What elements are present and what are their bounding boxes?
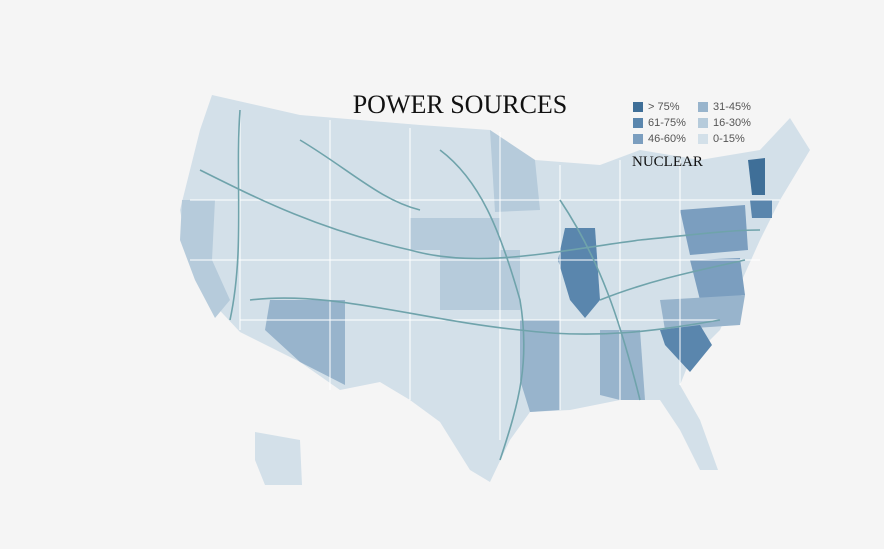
state-region (490, 130, 540, 212)
state-region (265, 300, 345, 385)
legend: > 75% 61-75% 46-60% 31-45% 16-30% 0-15% (633, 101, 751, 145)
legend-label: 0-15% (713, 133, 745, 145)
state-region (255, 432, 302, 485)
state-region (410, 218, 500, 250)
state-region (660, 325, 712, 372)
legend-swatch (633, 134, 643, 144)
state-region (748, 158, 765, 195)
transmission-line (199, 109, 761, 461)
legend-swatch (633, 102, 643, 112)
state-region (660, 295, 745, 330)
state-region (750, 200, 772, 218)
map-title: POWER SOURCES (353, 90, 568, 119)
legend-swatch (698, 102, 708, 112)
state-region (180, 200, 230, 318)
state-region (680, 205, 748, 255)
legend-swatch (633, 118, 643, 128)
legend-label: 31-45% (713, 101, 751, 113)
state-border (190, 110, 780, 440)
state-region (520, 320, 560, 412)
legend-label: 46-60% (648, 133, 686, 145)
map-subtitle: NUCLEAR (632, 154, 703, 170)
legend-label: > 75% (648, 101, 680, 113)
legend-label: 16-30% (713, 117, 751, 129)
state-region (600, 330, 645, 400)
legend-label: 61-75% (648, 117, 686, 129)
legend-swatch (698, 118, 708, 128)
legend-swatch (698, 134, 708, 144)
us-map (180, 95, 810, 485)
